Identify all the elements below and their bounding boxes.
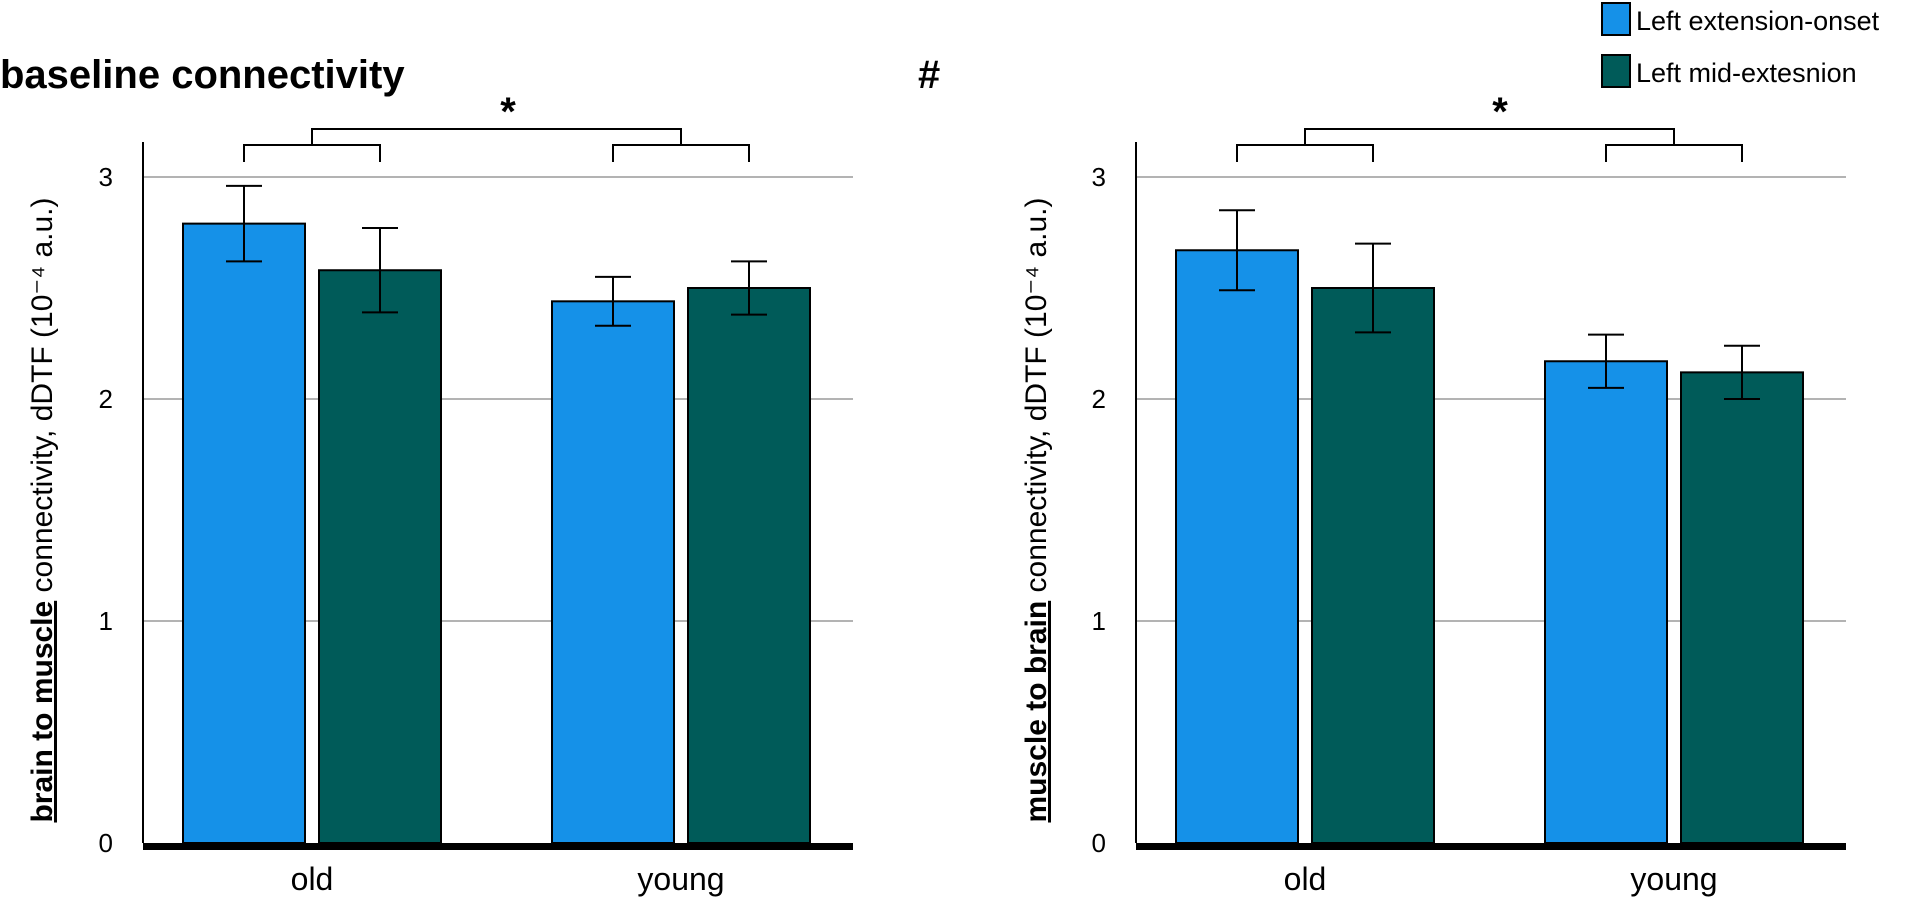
y-axis-label-rest: connectivity, dDTF (10⁻⁴ a.u.) xyxy=(1020,197,1053,600)
significance-bracket-outer xyxy=(1304,128,1675,145)
y-tick-label: 0 xyxy=(99,828,113,858)
significance-bracket-inner xyxy=(1236,144,1374,162)
bar-young-series-2 xyxy=(1680,371,1804,844)
x-axis-baseline xyxy=(1136,843,1846,850)
chart-panel-1: 0 1 2 3 old young * baseline connectivity brain … xyxy=(0,53,853,897)
x-category-label-old: old xyxy=(291,861,334,897)
x-category-label-young: young xyxy=(637,861,724,897)
y-tick-label: 1 xyxy=(1092,606,1106,636)
legend-swatch-1 xyxy=(1601,2,1631,36)
legend-label-1: Left extension-onset xyxy=(1636,6,1880,36)
y-tick-label: 2 xyxy=(1092,384,1106,414)
significance-bracket-inner xyxy=(243,144,381,162)
y-axis-label-emphasis: brain to muscle xyxy=(26,601,59,823)
y-tick-label: 1 xyxy=(99,606,113,636)
y-tick-label: 0 xyxy=(1092,828,1106,858)
bar-young-series-1 xyxy=(1544,360,1668,844)
y-tick-label: 3 xyxy=(99,162,113,192)
significance-bracket-outer xyxy=(311,128,682,145)
bar-old-series-2 xyxy=(1311,287,1435,844)
bar-old-series-1 xyxy=(1175,249,1299,844)
chart-title: baseline connectivity xyxy=(0,53,405,97)
significance-star: * xyxy=(1492,90,1508,134)
bar-old-series-2 xyxy=(318,269,442,844)
y-axis-label: brain to muscle connectivity, dDTF (10⁻⁴… xyxy=(26,197,59,822)
x-axis-baseline xyxy=(143,843,853,850)
x-category-label-old: old xyxy=(1284,861,1327,897)
significance-bracket-inner xyxy=(1605,144,1743,162)
y-tick-label: 2 xyxy=(99,384,113,414)
y-axis-label-emphasis: muscle to brain xyxy=(1020,601,1053,823)
legend-label-2: Left mid-extesnion xyxy=(1636,58,1857,88)
bar-young-series-2 xyxy=(687,287,811,844)
x-category-label-young: young xyxy=(1630,861,1717,897)
y-axis-label: muscle to brain connectivity, dDTF (10⁻⁴… xyxy=(1020,197,1053,822)
chart-title: # xyxy=(918,53,940,97)
bar-young-series-1 xyxy=(551,300,675,844)
bar-old-series-1 xyxy=(182,222,306,844)
significance-bracket-inner xyxy=(612,144,750,162)
chart-panel-2: 0 1 2 3 old young * # muscle to brain connectivi… xyxy=(918,53,1846,897)
y-tick-label: 3 xyxy=(1092,162,1106,192)
legend-swatch-2 xyxy=(1601,54,1631,88)
significance-star: * xyxy=(500,90,516,134)
y-axis-label-rest: connectivity, dDTF (10⁻⁴ a.u.) xyxy=(26,197,59,600)
legend: Left extension-onset Left mid-extesnion xyxy=(1601,2,1880,88)
